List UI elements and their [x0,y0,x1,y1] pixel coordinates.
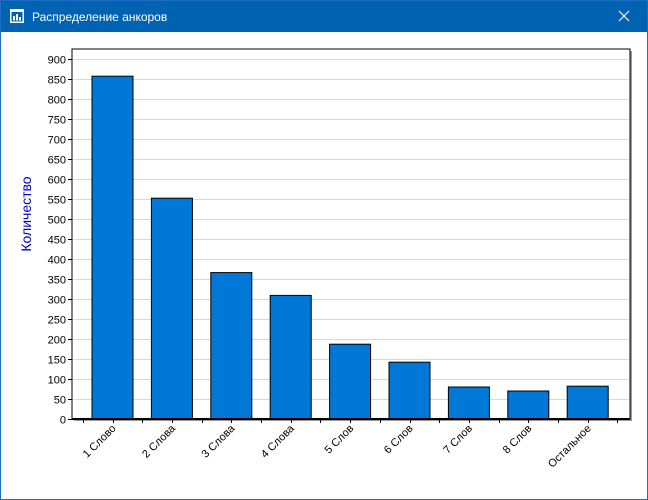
category-label: 1 Слово [81,423,119,461]
y-tick-label: 100 [48,375,66,387]
y-tick-label: 450 [48,235,66,247]
y-tick-label: 400 [48,255,66,267]
chart-window-icon [10,9,24,23]
bar [210,272,253,420]
bar [150,197,193,420]
category-label: 6 Слов [382,423,416,457]
category-label: 4 Слова [259,422,298,461]
y-tick-label: 550 [48,195,66,207]
category-label: 3 Слова [200,422,239,461]
window-title: Распределение анкоров [32,10,168,24]
bar [566,385,609,420]
y-tick-label: 350 [48,275,66,287]
y-tick-label: 750 [48,115,66,127]
y-tick-label: 300 [48,295,66,307]
y-tick-label: 0 [60,415,66,427]
y-tick-label: 800 [48,95,66,107]
category-label: 8 Слов [501,423,535,457]
bar [447,386,490,420]
category-label: 5 Слов [323,423,357,457]
close-button[interactable] [601,1,647,32]
bar [507,390,550,420]
chart-area: 0 50 100 150 200 250 300 350 400 450 500 550 600 650 7… [1,32,647,499]
y-tick-label: 600 [48,175,66,187]
y-tick-label: 850 [48,75,66,87]
close-icon [618,10,630,22]
y-tick-label: 500 [48,215,66,227]
y-tick-label: 700 [48,135,66,147]
y-tick-label: 50 [54,395,66,407]
category-label: Остальное [546,423,594,471]
title-bar[interactable]: Распределение анкоров [1,1,647,32]
y-tick-label: 900 [48,55,66,67]
category-label: 2 Слова [140,422,179,461]
y-tick-label: 200 [48,335,66,347]
y-tick-label: 250 [48,315,66,327]
y-tick-label: 650 [48,155,66,167]
bar [388,361,431,420]
bar [269,294,312,420]
y-tick-label: 150 [48,355,66,367]
bar [91,75,134,420]
y-axis-title: Количество [18,176,34,251]
bar [329,343,372,420]
bar-chart: 0 50 100 150 200 250 300 350 400 450 500 550 600 650 7… [18,48,632,471]
category-label: 7 Слов [441,423,475,457]
